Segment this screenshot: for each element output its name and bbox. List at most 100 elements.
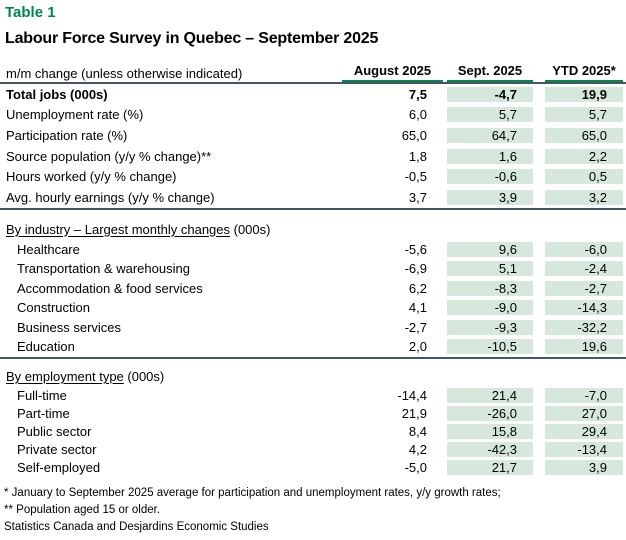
section-header-suffix: (000s) <box>123 369 165 385</box>
table-number-label: Table 1 <box>5 4 56 21</box>
section-header-underlined-text: By industry – Largest monthly changes <box>6 221 231 237</box>
cell-ytd: -13,4 <box>545 442 623 458</box>
cell-august: 4,1 <box>408 300 427 316</box>
spacer-row <box>0 359 626 367</box>
cell-ytd: 3,9 <box>545 460 623 476</box>
row-label: Private sector <box>17 442 97 458</box>
row-label: Healthcare <box>17 241 80 257</box>
table-row: Public sector 8,4 15,8 29,4 <box>0 423 626 441</box>
cell-august: -14,4 <box>397 388 427 404</box>
table-row: Healthcare -5,6 9,6 -6,0 <box>0 240 626 260</box>
section-by-industry: By industry – Largest monthly changes (0… <box>0 210 626 357</box>
table-row: Private sector 4,2 -42,3 -13,4 <box>0 441 626 459</box>
cell-ytd: 27,0 <box>545 406 623 422</box>
cell-september: 3,9 <box>447 189 533 205</box>
cell-august: 2,0 <box>408 339 427 355</box>
row-label: Accommodation & food services <box>17 280 203 296</box>
cell-august: 6,2 <box>408 280 427 296</box>
section-header-label: By industry – Largest monthly changes (0… <box>0 222 342 237</box>
table-row: Hours worked (y/y % change) -0,5 -0,6 0,5 <box>0 166 626 187</box>
cell-ytd: 65,0 <box>545 127 623 143</box>
cell-september: 5,1 <box>447 261 533 277</box>
cell-ytd: -7,0 <box>545 388 623 404</box>
row-label: Public sector <box>17 424 92 440</box>
section-by-employment-type: By employment type (000s) Full-time -14,4 2… <box>0 359 626 477</box>
row-label: Participation rate (%) <box>6 127 128 143</box>
cell-september: -4,7 <box>447 86 533 102</box>
section-header-label: By employment type (000s) <box>0 369 342 384</box>
section-header-row: By employment type (000s) <box>0 367 626 387</box>
section-key-indicators: Total jobs (000s) 7,5 -4,7 19,9 Unemployment… <box>0 84 626 208</box>
row-label: Unemployment rate (%) <box>6 107 144 123</box>
table-row: Part-time 21,9 -26,0 27,0 <box>0 405 626 423</box>
table-title: Labour Force Survey in Quebec – Septembe… <box>5 30 379 47</box>
section-header-underlined-text: By employment type <box>6 369 124 385</box>
section-divider-rule <box>0 207 626 210</box>
footnotes-block: * January to September 2025 average for … <box>0 485 626 536</box>
cell-ytd: 3,2 <box>545 189 623 205</box>
column-header-row: m/m change (unless otherwise indicated) … <box>0 52 626 82</box>
cell-august: -5,0 <box>404 460 427 476</box>
row-label: Self-employed <box>17 460 101 476</box>
footnote-asterisk: * January to September 2025 average for … <box>4 486 501 499</box>
cell-august: 21,9 <box>401 406 427 422</box>
table-row: Education 2,0 -10,5 19,6 <box>0 337 626 357</box>
row-label: Total jobs (000s) <box>6 86 108 102</box>
cell-september: 64,7 <box>447 127 533 143</box>
cell-september: 21,7 <box>447 460 533 476</box>
cell-ytd: 29,4 <box>545 424 623 440</box>
section-header-row: By industry – Largest monthly changes (0… <box>0 219 626 240</box>
table-row: Participation rate (%) 65,0 64,7 65,0 <box>0 125 626 146</box>
cell-ytd: -2,7 <box>545 280 623 296</box>
cell-august: 65,0 <box>401 127 427 143</box>
row-label: Part-time <box>17 406 70 422</box>
cell-ytd: -6,0 <box>545 241 623 257</box>
cell-september: 15,8 <box>447 424 533 440</box>
footnote-double-asterisk: ** Population aged 15 or older. <box>4 503 161 516</box>
column-header-august: August 2025 <box>342 63 443 82</box>
table-row: Accommodation & food services 6,2 -8,3 -2,7 <box>0 279 626 299</box>
cell-ytd: 19,6 <box>545 339 623 355</box>
cell-september: -8,3 <box>447 280 533 296</box>
cell-august: -2,7 <box>404 319 427 335</box>
cell-ytd: -2,4 <box>545 261 623 277</box>
cell-august: 4,2 <box>408 442 427 458</box>
source-line: Statistics Canada and Desjardins Economi… <box>4 520 269 533</box>
cell-august: -5,6 <box>404 241 427 257</box>
row-label: Education <box>17 339 75 355</box>
cell-ytd: 19,9 <box>545 86 623 102</box>
cell-august: 7,5 <box>408 86 427 102</box>
cell-august: -0,5 <box>404 169 427 185</box>
header-rule <box>0 82 626 84</box>
cell-september: -9,3 <box>447 319 533 335</box>
table-row: Self-employed -5,0 21,7 3,9 <box>0 459 626 477</box>
cell-august: 8,4 <box>408 424 427 440</box>
cell-ytd: 0,5 <box>545 169 623 185</box>
cell-august: 6,0 <box>408 107 427 123</box>
cell-august: 3,7 <box>408 189 427 205</box>
row-label: Hours worked (y/y % change) <box>6 169 177 185</box>
spacer-row <box>0 210 626 219</box>
cell-ytd: -32,2 <box>545 319 623 335</box>
cell-september: 1,6 <box>447 148 533 164</box>
cell-ytd: 2,2 <box>545 148 623 164</box>
cell-september: -10,5 <box>447 339 533 355</box>
table-row: Avg. hourly earnings (y/y % change) 3,7 3,… <box>0 187 626 208</box>
table-row: Unemployment rate (%) 6,0 5,7 5,7 <box>0 105 626 126</box>
row-label: Avg. hourly earnings (y/y % change) <box>6 189 215 205</box>
table-row: Source population (y/y % change)** 1,8 1,6… <box>0 146 626 167</box>
cell-august: -6,9 <box>404 261 427 277</box>
cell-september: -26,0 <box>447 406 533 422</box>
row-label: Source population (y/y % change)** <box>6 148 212 164</box>
table-row: Total jobs (000s) 7,5 -4,7 19,9 <box>0 84 626 105</box>
cell-september: 5,7 <box>447 107 533 123</box>
column-header-september: Sept. 2025 <box>447 63 533 82</box>
cell-august: 1,8 <box>408 148 427 164</box>
row-label: Transportation & warehousing <box>17 261 190 277</box>
table-body: Total jobs (000s) 7,5 -4,7 19,9 Unemployment… <box>0 84 626 477</box>
cell-september: 21,4 <box>447 388 533 404</box>
cell-september: -0,6 <box>447 169 533 185</box>
cell-ytd: -14,3 <box>545 300 623 316</box>
table-row: Full-time -14,4 21,4 -7,0 <box>0 387 626 405</box>
row-label: Full-time <box>17 388 67 404</box>
